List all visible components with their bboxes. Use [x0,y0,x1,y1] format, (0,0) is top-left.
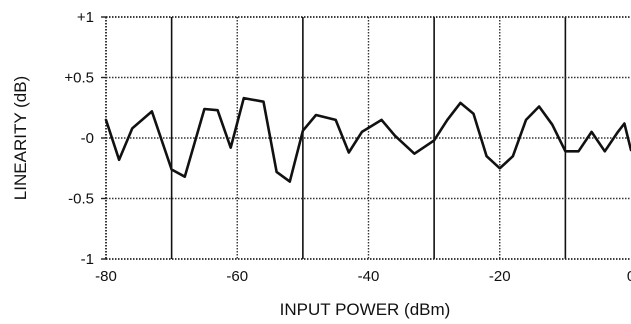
x-tick-label: 0 [627,268,631,285]
y-tick-label: -1 [81,251,94,268]
y-tick-label: -0.5 [68,191,94,208]
y-tick-label: +1 [77,9,94,26]
x-tick-label: -80 [95,268,117,285]
x-tick-label: -60 [226,268,248,285]
x-tick-label: -20 [489,268,511,285]
y-tick-label: +0.5 [64,70,94,87]
grid [106,17,631,259]
x-axis-title: INPUT POWER (dBm) [280,300,451,319]
y-tick-label: -0 [81,130,94,147]
y-axis-title: LINEARITY (dB) [11,76,30,200]
x-tick-label: -40 [358,268,380,285]
